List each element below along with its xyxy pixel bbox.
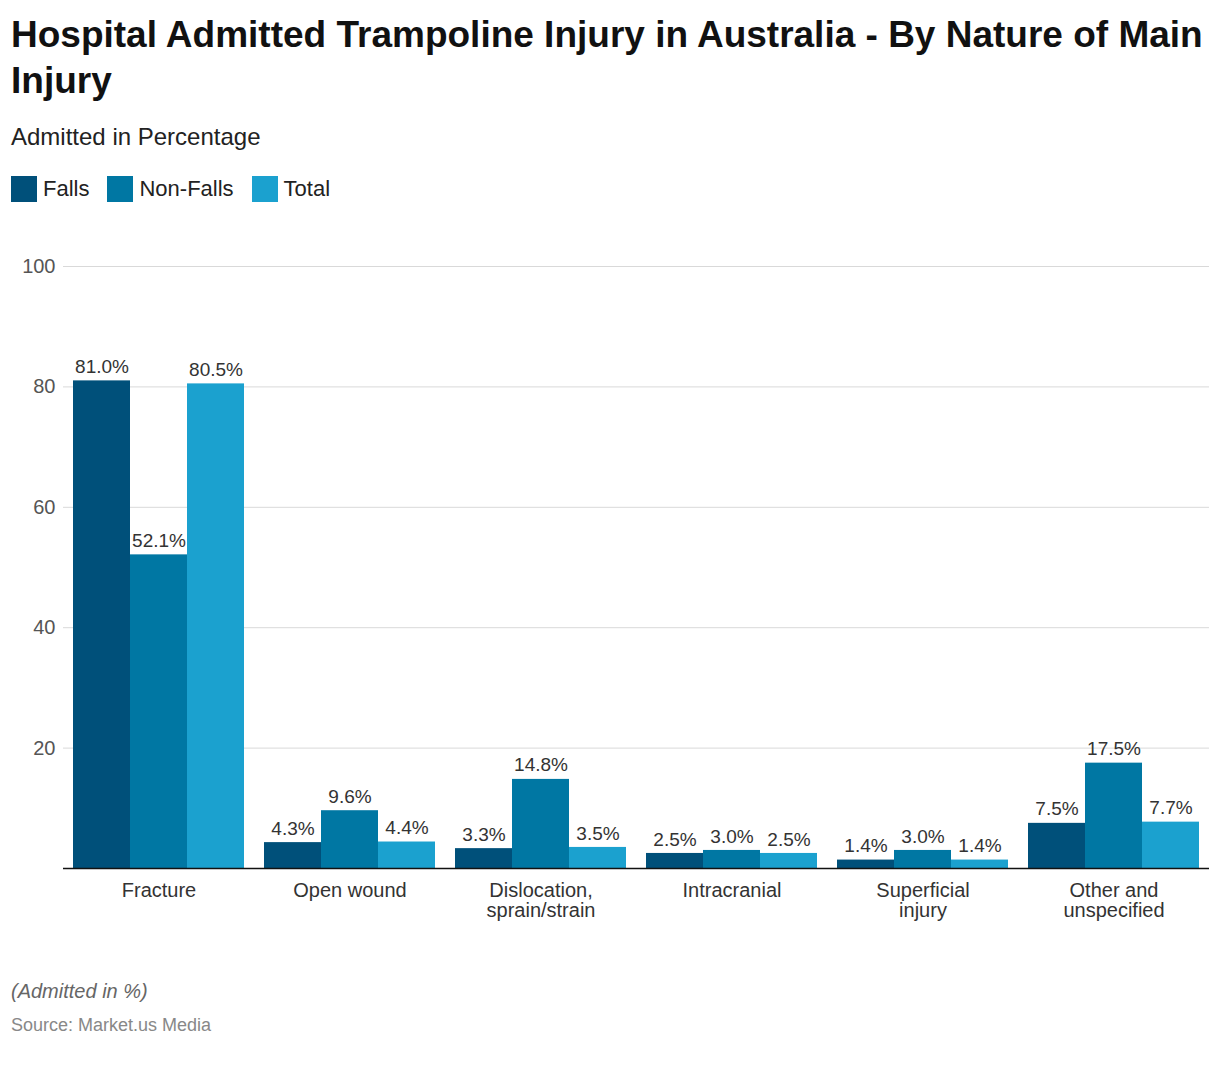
svg-text:7.5%: 7.5% bbox=[1035, 798, 1078, 819]
html-text:Total: Total bbox=[283, 176, 331, 201]
svg-text:9.6%: 9.6% bbox=[328, 786, 371, 807]
svg-text:Superficialinjury: Superficialinjury bbox=[876, 879, 969, 921]
svg-text:1.4%: 1.4% bbox=[844, 835, 887, 856]
svg-text:100: 100 bbox=[22, 255, 55, 277]
html-text:Source: Market.us Media: Source: Market.us Media bbox=[11, 1015, 212, 1035]
html-text:(Admitted in %): (Admitted in %) bbox=[11, 980, 148, 1002]
svg-text:80.5%: 80.5% bbox=[189, 359, 243, 380]
svg-text:4.4%: 4.4% bbox=[385, 817, 428, 838]
svg-text:2.5%: 2.5% bbox=[767, 829, 810, 850]
svg-text:60: 60 bbox=[33, 496, 55, 518]
svg-text:52.1%: 52.1% bbox=[132, 530, 186, 551]
svg-text:Intracranial: Intracranial bbox=[683, 879, 782, 901]
svg-text:Open wound: Open wound bbox=[293, 879, 406, 901]
svg-text:Dislocation,sprain/strain: Dislocation,sprain/strain bbox=[487, 879, 596, 921]
svg-text:2.5%: 2.5% bbox=[653, 829, 696, 850]
svg-text:80: 80 bbox=[33, 375, 55, 397]
svg-text:7.7%: 7.7% bbox=[1149, 797, 1192, 818]
svg-text:3.5%: 3.5% bbox=[576, 823, 619, 844]
svg-text:3.3%: 3.3% bbox=[462, 824, 505, 845]
svg-text:17.5%: 17.5% bbox=[1087, 738, 1141, 759]
svg-text:Other andunspecified: Other andunspecified bbox=[1063, 879, 1164, 921]
svg-text:14.8%: 14.8% bbox=[514, 754, 568, 775]
svg-text:3.0%: 3.0% bbox=[710, 826, 753, 847]
html-text:Hospital Admitted Trampoline I: Hospital Admitted Trampoline Injury in A… bbox=[11, 14, 1203, 101]
svg-text:20: 20 bbox=[33, 737, 55, 759]
svg-text:4.3%: 4.3% bbox=[271, 818, 314, 839]
html-text:Non-Falls: Non-Falls bbox=[139, 176, 234, 201]
svg-text:1.4%: 1.4% bbox=[958, 835, 1001, 856]
svg-text:81.0%: 81.0% bbox=[75, 356, 129, 377]
html-text:Admitted in Percentage: Admitted in Percentage bbox=[11, 123, 261, 150]
svg-text:40: 40 bbox=[33, 616, 55, 638]
html-text:Falls: Falls bbox=[43, 176, 90, 201]
svg-text:3.0%: 3.0% bbox=[901, 826, 944, 847]
svg-text:Fracture: Fracture bbox=[122, 879, 196, 901]
